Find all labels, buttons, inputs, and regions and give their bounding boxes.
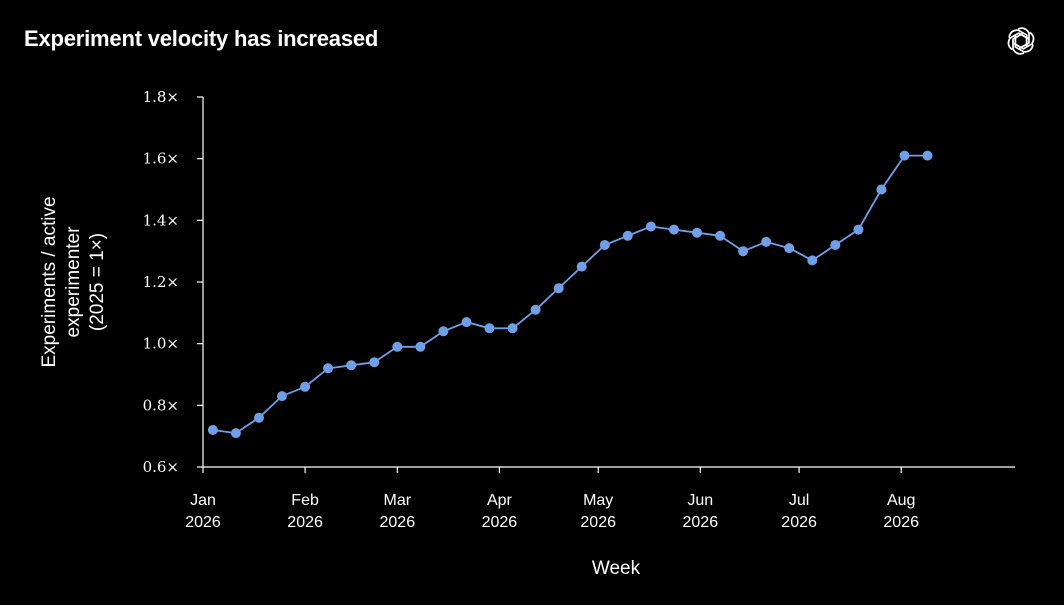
x-tick-label: Jun 2026 xyxy=(683,492,719,531)
data-point xyxy=(230,428,241,439)
y-axis-title-line: Experiments / active xyxy=(39,196,60,367)
x-tick-label: Feb 2026 xyxy=(287,492,323,531)
data-point xyxy=(784,243,795,254)
chart-title: Experiment velocity has increased xyxy=(24,26,379,51)
x-axis: Jan 2026 Feb 2026 Mar 2026 Apr 2026 May 2026 Jun 20… xyxy=(185,466,1015,531)
data-point xyxy=(922,150,933,161)
data-point xyxy=(807,255,818,266)
x-tick-month: Jan xyxy=(190,492,216,509)
x-axis-title: Week xyxy=(592,558,641,579)
data-point xyxy=(576,261,587,272)
data-point xyxy=(830,240,841,250)
data-point xyxy=(461,317,472,328)
y-tick-label: 0.6× xyxy=(143,458,179,476)
x-tick-label: May 2026 xyxy=(580,492,616,531)
x-tick-year: 2026 xyxy=(287,514,323,531)
data-point xyxy=(254,412,264,423)
y-axis-title-text: Experiments / active experimenter (2025 = … xyxy=(39,196,108,367)
series-layer xyxy=(207,150,933,439)
data-point xyxy=(645,221,656,232)
x-tick-label: Apr 2026 xyxy=(482,492,518,531)
series-line xyxy=(212,154,928,435)
x-tick-year: 2026 xyxy=(185,514,221,531)
x-tick-month: Feb xyxy=(291,492,319,509)
x-tick-month: Jun xyxy=(687,492,713,509)
data-point xyxy=(553,283,564,294)
y-tick-label: 1.4× xyxy=(143,211,179,229)
x-tick-year: 2026 xyxy=(683,514,719,531)
x-tick-year: 2026 xyxy=(883,514,919,531)
data-point xyxy=(853,224,864,235)
data-point xyxy=(392,341,403,352)
data-point xyxy=(300,381,311,392)
y-axis-title-line: (2025 = 1×) xyxy=(87,233,108,331)
x-tick-label: Mar 2026 xyxy=(380,492,416,531)
y-axis: 0.6× 0.8× 1.0× 1.2× 1.4× 1.6× 1.8× xyxy=(143,88,204,476)
y-tick-label: 0.8× xyxy=(143,396,179,414)
x-tick-month: Aug xyxy=(887,492,915,509)
data-point xyxy=(715,230,726,241)
y-axis-title: Experiments / active experimenter (2025 = … xyxy=(39,196,108,367)
y-axis-title-line: experimenter xyxy=(63,226,84,338)
data-point xyxy=(738,246,749,257)
data-point xyxy=(692,227,702,238)
data-point xyxy=(899,150,910,161)
data-point xyxy=(599,240,610,250)
data-point xyxy=(323,363,334,374)
data-point xyxy=(761,236,772,247)
data-point xyxy=(669,224,679,235)
data-point xyxy=(622,230,633,241)
x-tick-month: May xyxy=(583,492,613,509)
y-tick-label: 1.8× xyxy=(143,88,179,106)
data-point xyxy=(507,323,518,334)
data-point xyxy=(369,357,380,368)
data-point xyxy=(438,326,449,337)
x-tick-year: 2026 xyxy=(380,514,416,531)
data-point xyxy=(484,323,495,334)
data-point xyxy=(277,391,287,402)
x-tick-month: Apr xyxy=(487,492,513,509)
y-tick-label: 1.6× xyxy=(143,150,179,168)
data-point xyxy=(346,360,357,371)
data-point xyxy=(530,304,541,315)
x-tick-label: Jan 2026 xyxy=(185,492,221,531)
openai-logo-icon xyxy=(1007,27,1035,55)
data-point xyxy=(415,341,426,352)
y-tick-label: 1.0× xyxy=(143,335,179,353)
x-tick-label: Aug 2026 xyxy=(883,492,919,531)
y-tick-label: 1.2× xyxy=(143,273,179,291)
x-tick-label: Jul 2026 xyxy=(781,492,817,531)
x-tick-month: Jul xyxy=(789,492,809,509)
x-tick-month: Mar xyxy=(384,492,412,509)
x-tick-year: 2026 xyxy=(580,514,616,531)
data-point xyxy=(876,184,887,195)
x-tick-year: 2026 xyxy=(482,514,518,531)
data-point xyxy=(207,425,218,435)
x-tick-year: 2026 xyxy=(781,514,817,531)
